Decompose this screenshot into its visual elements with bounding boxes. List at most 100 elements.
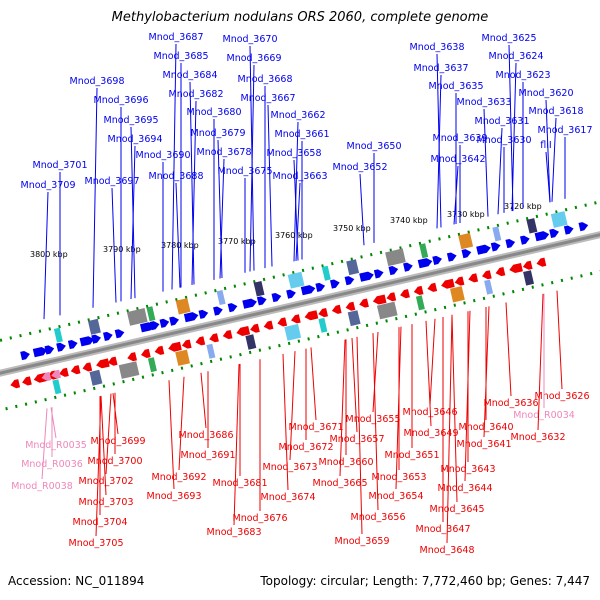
forward-gene-arrow <box>432 255 442 265</box>
forward-gene-arrow <box>549 228 559 238</box>
bottom-gene-label: Mnod_3683 <box>207 527 262 538</box>
top-leader-line <box>551 117 557 202</box>
bottom-gene-label: Mnod_3644 <box>438 483 493 494</box>
top-gene-label: Mnod_3685 <box>154 51 209 62</box>
reverse-gene-arrow <box>195 336 206 346</box>
bottom-gene-label: Mnod_3647 <box>416 524 471 535</box>
bottom-gene-label: Mnod_3641 <box>457 439 512 450</box>
forward-gene-arrow <box>256 296 267 306</box>
bottom-leader-line <box>446 314 453 544</box>
bottom-gene-label: Mnod_3692 <box>152 472 207 483</box>
reverse-gene-arrow <box>127 352 137 362</box>
reverse-gene-arrow <box>82 362 93 372</box>
bottom-gene-label: Mnod_3655 <box>346 414 401 425</box>
forward-gene-arrow <box>213 306 223 316</box>
top-leader-line <box>175 182 181 288</box>
bottom-gene-label: Mnod_3671 <box>289 422 344 433</box>
forward-gene-arrow <box>242 298 257 309</box>
reverse-gene-arrow <box>386 292 397 302</box>
bottom-gene-label: Mnod_3636 <box>484 398 539 409</box>
reverse-gene-arrow <box>509 263 523 273</box>
top-leader-line <box>497 127 503 215</box>
bottom-leader-line <box>289 351 296 461</box>
top-leader-line <box>130 145 136 300</box>
top-gene-label: Mnod_3697 <box>85 176 140 187</box>
bottom-leader-line <box>105 393 112 475</box>
forward-gene-arrow <box>56 342 66 352</box>
bottom-gene-label: Mnod_3672 <box>279 442 334 453</box>
top-leader-line <box>92 87 98 308</box>
bottom-gene-label: Mnod_3649 <box>404 428 459 439</box>
top-gene-label: Mnod_3637 <box>414 63 469 74</box>
bottom-leader-line <box>233 364 240 526</box>
bottom-gene-label: Mnod_R0038 <box>11 481 73 492</box>
scale-track-top <box>0 200 600 342</box>
top-gene-label: Mnod_3701 <box>33 160 88 171</box>
top-gene-label: Mnod_3625 <box>482 33 537 44</box>
forward-gene-arrow <box>520 235 530 245</box>
bottom-leader-line <box>310 347 317 421</box>
feature-box <box>346 259 360 276</box>
feature-box <box>321 265 331 281</box>
scale-track-bottom <box>0 270 600 412</box>
bottom-gene-label: Mnod_3660 <box>319 457 374 468</box>
forward-gene-arrow <box>417 258 433 269</box>
rna-gene-arrow <box>51 369 61 379</box>
top-gene-label: Mnod_3680 <box>187 107 242 118</box>
feature-box <box>175 349 190 366</box>
top-leader-line <box>545 99 551 203</box>
bottom-gene-label: Mnod_3648 <box>420 545 475 556</box>
forward-gene-arrow <box>578 222 589 232</box>
reverse-gene-arrow <box>331 304 342 314</box>
top-leader-line <box>191 100 197 285</box>
forward-gene-arrow <box>32 347 48 358</box>
feature-box <box>206 343 216 359</box>
feature-box <box>147 357 157 373</box>
reverse-gene-arrow <box>107 356 118 366</box>
feature-box <box>450 286 465 303</box>
forward-gene-arrow <box>505 239 516 249</box>
reverse-gene-arrow <box>400 289 410 299</box>
reverse-gene-arrow <box>277 317 288 327</box>
reverse-gene-arrow <box>291 314 301 324</box>
forward-gene-arrow <box>446 252 457 262</box>
forward-gene-arrow <box>67 340 78 350</box>
bottom-leader-line <box>41 408 48 480</box>
bottom-gene-label: Mnod_3674 <box>261 492 316 503</box>
forward-gene-arrow <box>183 312 199 323</box>
forward-gene-arrow <box>315 282 326 292</box>
forward-gene-arrow <box>286 289 296 299</box>
top-gene-label: Mnod_3642 <box>431 154 486 165</box>
bottom-gene-label: Mnod_3654 <box>369 491 424 502</box>
top-leader-line <box>545 151 551 203</box>
bottom-gene-label: Mnod_3681 <box>213 478 268 489</box>
bottom-gene-label: Mnod_3640 <box>459 422 514 433</box>
bottom-leader-line <box>200 372 207 429</box>
top-gene-label: Mnod_3667 <box>241 93 296 104</box>
bottom-gene-label: Mnod_3691 <box>181 450 236 461</box>
bottom-gene-label: Mnod_3651 <box>385 450 440 461</box>
top-leader-line <box>43 191 49 320</box>
bottom-leader-line <box>537 293 544 431</box>
reverse-gene-arrow <box>209 333 219 343</box>
forward-gene-arrow <box>198 309 209 319</box>
feature-box <box>347 310 361 327</box>
reverse-gene-arrow <box>536 257 547 267</box>
top-leader-line <box>111 187 117 303</box>
top-leader-line <box>295 182 301 261</box>
bottom-gene-label: Mnod_3632 <box>511 432 566 443</box>
bottom-leader-line <box>483 306 490 438</box>
feature-box <box>253 281 265 297</box>
feature-box <box>287 271 305 289</box>
feature-box <box>216 290 226 305</box>
feature-box <box>415 295 425 311</box>
feature-box <box>284 323 302 341</box>
top-gene-label: Mnod_3687 <box>149 32 204 43</box>
bottom-gene-label: Mnod_3700 <box>88 456 143 467</box>
top-leader-line <box>249 64 255 272</box>
reverse-gene-arrow <box>22 376 32 386</box>
top-leader-line <box>219 158 225 279</box>
forward-gene-arrow <box>300 285 316 296</box>
reverse-gene-arrow <box>96 358 110 369</box>
top-gene-label: Mnod_3695 <box>104 115 159 126</box>
